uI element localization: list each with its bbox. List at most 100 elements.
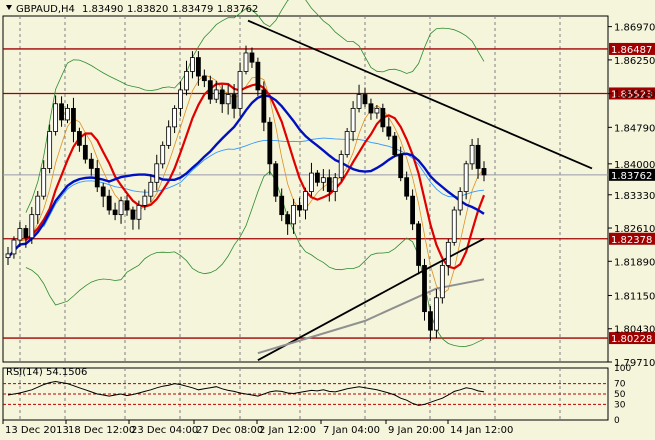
candle xyxy=(100,182,106,208)
ma-orange-line xyxy=(19,74,485,295)
candle xyxy=(326,169,332,202)
candle xyxy=(124,195,130,216)
candle xyxy=(475,138,481,179)
candle xyxy=(23,225,29,248)
candle xyxy=(35,191,41,224)
candle xyxy=(261,81,267,132)
level-price-tag xyxy=(609,232,655,245)
candle xyxy=(231,84,237,119)
time-tick-label: 14 Jan 12:00 xyxy=(450,425,513,436)
candle xyxy=(416,221,421,275)
rsi-tick-label: 100 xyxy=(614,364,631,374)
candle xyxy=(332,172,338,202)
candle xyxy=(380,103,386,133)
candle xyxy=(225,84,231,115)
candle xyxy=(11,236,17,259)
rsi-tick-label: 0 xyxy=(614,416,620,426)
candle xyxy=(422,258,427,321)
candle xyxy=(445,238,451,276)
level-price-tag xyxy=(609,42,655,55)
candle xyxy=(398,146,404,182)
candlesticks xyxy=(5,45,487,341)
candle xyxy=(285,211,291,235)
level-price-label: 1.80228 xyxy=(611,334,652,345)
candle xyxy=(386,117,392,141)
candle xyxy=(404,171,410,200)
candle xyxy=(350,101,356,142)
ma-lightblue-line xyxy=(43,137,485,228)
downtrend-line[interactable] xyxy=(247,19,593,170)
candle xyxy=(118,196,124,224)
time-tick-label: 23 Dec 04:00 xyxy=(131,425,198,436)
candle xyxy=(356,84,362,113)
candle xyxy=(481,161,487,182)
ma-red-line xyxy=(25,82,486,270)
current-price-tag xyxy=(609,168,655,181)
candle xyxy=(213,80,219,104)
candle xyxy=(17,222,23,248)
candle xyxy=(314,170,320,187)
time-tick-label: 7 Jan 04:00 xyxy=(323,425,380,436)
price-tick-label: 1.82610 xyxy=(614,224,655,235)
rsi-tick-label: 50 xyxy=(614,390,626,400)
price-tick-label: 1.79710 xyxy=(614,358,655,369)
price-tick-label: 1.86250 xyxy=(614,56,655,67)
price-tick-label: 1.81890 xyxy=(614,257,655,268)
candle xyxy=(142,189,148,211)
candle xyxy=(94,160,100,193)
rsi-line xyxy=(7,380,485,406)
candle xyxy=(82,134,88,164)
time-tick-label: 18 Dec 12:00 xyxy=(68,425,135,436)
price-axis: 1.86970 1.86250 1.85520 1.84790 1.84000 1.833… xyxy=(608,23,655,369)
candle xyxy=(237,62,243,117)
time-tick-label: 9 Jan 20:00 xyxy=(388,425,445,436)
ohlc-low: 1.83479 xyxy=(172,4,213,15)
candle xyxy=(5,247,11,266)
candle xyxy=(463,160,469,200)
level-price-label: 1.82378 xyxy=(611,235,652,246)
candle xyxy=(130,206,136,230)
candle xyxy=(368,98,374,120)
price-tick-label: 1.85520 xyxy=(614,90,655,101)
time-tick-label: 27 Dec 08:00 xyxy=(196,425,263,436)
candle xyxy=(88,152,94,176)
trendline[interactable] xyxy=(247,19,593,170)
candle xyxy=(148,174,154,203)
candle xyxy=(201,69,207,88)
candle xyxy=(53,95,58,136)
candle xyxy=(439,260,445,304)
candle xyxy=(255,57,261,96)
candle xyxy=(71,97,76,143)
candle xyxy=(374,105,380,119)
ohlc-close: 1.83762 xyxy=(217,4,258,15)
bollinger-lower-line xyxy=(25,170,485,347)
horizontal-levels: 1.86487 1.85523 1.82378 1.80228 1.83762 xyxy=(3,42,655,345)
candle xyxy=(77,127,82,152)
candle xyxy=(190,51,195,79)
candle xyxy=(195,51,201,86)
candle xyxy=(47,124,53,174)
candle xyxy=(457,187,463,216)
candle xyxy=(112,202,118,221)
ma-blue-line xyxy=(7,94,485,259)
ohlc-open: 1.83490 xyxy=(82,4,123,15)
candle xyxy=(362,87,368,107)
price-tick-label: 1.86970 xyxy=(614,23,655,34)
candle xyxy=(344,128,350,158)
candle xyxy=(303,187,308,220)
candle xyxy=(428,306,433,341)
main-plot-frame xyxy=(2,15,609,363)
candle xyxy=(338,150,344,181)
candle xyxy=(172,105,178,134)
candle xyxy=(178,81,183,117)
rsi-label: RSI(14) 54.1506 xyxy=(6,367,87,378)
price-tick-label: 1.83330 xyxy=(614,191,655,202)
level-price-tag xyxy=(609,87,655,100)
dropdown-triangle-icon[interactable] xyxy=(6,5,12,10)
rsi-tick-label: 70 xyxy=(614,380,626,390)
